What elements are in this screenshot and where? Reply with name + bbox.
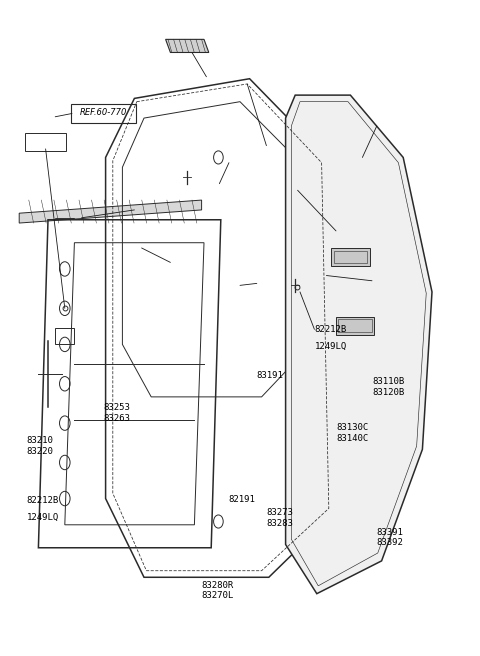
Polygon shape [166, 39, 209, 52]
Text: 83191: 83191 [257, 371, 284, 380]
Text: 83280R
83270L: 83280R 83270L [202, 581, 234, 600]
Text: 82191: 82191 [228, 495, 255, 504]
Text: 83130C
83140C: 83130C 83140C [336, 423, 368, 443]
Text: 83110B
83120B: 83110B 83120B [372, 377, 404, 397]
Text: 82212B: 82212B [314, 325, 347, 334]
Text: 1249LQ: 1249LQ [26, 513, 59, 522]
Text: 83391
83392: 83391 83392 [377, 528, 404, 548]
Text: REF.60-770: REF.60-770 [80, 108, 127, 117]
Text: 1249LQ: 1249LQ [314, 342, 347, 352]
Bar [334, 251, 367, 263]
Polygon shape [286, 95, 432, 594]
Polygon shape [19, 200, 202, 223]
Text: 83273
83283: 83273 83283 [266, 508, 293, 528]
Bar [331, 248, 370, 266]
Text: 82212B: 82212B [26, 496, 59, 505]
Text: 83210
83220: 83210 83220 [26, 436, 53, 456]
Bar [338, 319, 372, 332]
Bar [336, 317, 374, 335]
Text: 83253
83263: 83253 83263 [103, 403, 130, 423]
